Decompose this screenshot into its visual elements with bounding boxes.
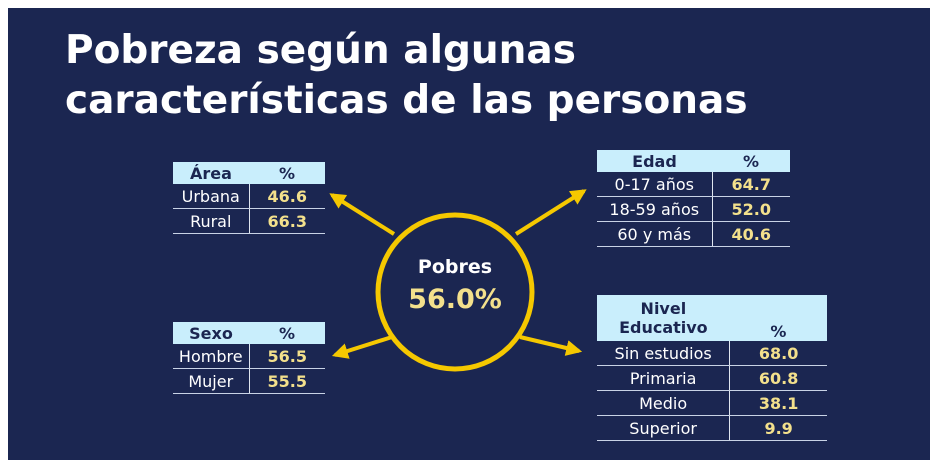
row: Hombre 56.5 [173, 344, 325, 369]
header-row: Nivel Educativo% [597, 295, 827, 341]
arrow [514, 189, 587, 236]
value-cell: 60.8 [729, 365, 827, 391]
value-cell: 64.7 [711, 172, 790, 197]
value-cell: 55.5 [248, 368, 325, 394]
header-row: Área% [173, 162, 325, 184]
circle [375, 212, 535, 372]
value-cell: 40.6 [711, 221, 790, 247]
value-cell: 68.0 [729, 341, 827, 366]
row: Superior 9.9 [597, 415, 827, 441]
header-cell: % [729, 295, 827, 341]
value-cell: 56.5 [248, 344, 325, 369]
row: Primaria 60.8 [597, 365, 827, 391]
table: Edad% 0-17 años 64.7 18-59 años 52.0 60 y más… [597, 150, 790, 247]
row: 60 y más 40.6 [597, 221, 790, 247]
header-cell: Área [173, 162, 249, 184]
header-cell: % [712, 150, 790, 172]
label-cell: Primaria [597, 365, 730, 391]
label-cell: 18-59 años [597, 196, 712, 222]
title: Pobreza según algunas [65, 28, 576, 73]
header-cell: % [249, 162, 325, 184]
value-cell: 38.1 [729, 390, 827, 416]
header-row: Sexo% [173, 322, 325, 344]
label-cell: Sin estudios [597, 341, 730, 366]
slide: Pobreza según algunas características de… [8, 8, 930, 460]
arrow [519, 335, 583, 356]
row: Urbana 46.6 [173, 184, 325, 209]
table: Nivel Educativo% Sin estudios 68.0 Primaria… [597, 295, 827, 441]
row: 18-59 años 52.0 [597, 196, 790, 222]
label-cell: 0-17 años [597, 172, 712, 197]
header-cell: % [249, 322, 325, 344]
connectors [329, 189, 587, 372]
label-cell: Rural [173, 208, 249, 234]
row: Mujer 55.5 [173, 368, 325, 394]
label-cell: Superior [597, 415, 730, 441]
value-cell: 52.0 [711, 196, 790, 222]
label-cell: Urbana [173, 184, 249, 209]
header-cell: Nivel Educativo [597, 295, 730, 341]
row: Sin estudios 68.0 [597, 341, 827, 366]
header-cell: Sexo [173, 322, 249, 344]
center-label: Pobres [417, 256, 493, 278]
label-cell: 60 y más [597, 221, 712, 247]
label-cell: Mujer [173, 368, 249, 394]
value-cell: 9.9 [729, 415, 827, 441]
table: Área% Urbana 46.6 Rural 66.3 [173, 162, 325, 234]
header-cell: Edad [597, 150, 712, 172]
label-cell: Medio [597, 390, 730, 416]
center-value: 56.0% [408, 284, 502, 315]
row: 0-17 años 64.7 [597, 172, 790, 197]
arrow [329, 193, 396, 236]
label-cell: Hombre [173, 344, 249, 369]
value-cell: 66.3 [248, 208, 325, 234]
header-row: Edad% [597, 150, 790, 172]
value-cell: 46.6 [248, 184, 325, 209]
title: características de las personas [65, 78, 748, 123]
row: Rural 66.3 [173, 208, 325, 234]
table: Sexo% Hombre 56.5 Mujer 55.5 [173, 322, 325, 394]
row: Medio 38.1 [597, 390, 827, 416]
arrow [331, 335, 393, 359]
